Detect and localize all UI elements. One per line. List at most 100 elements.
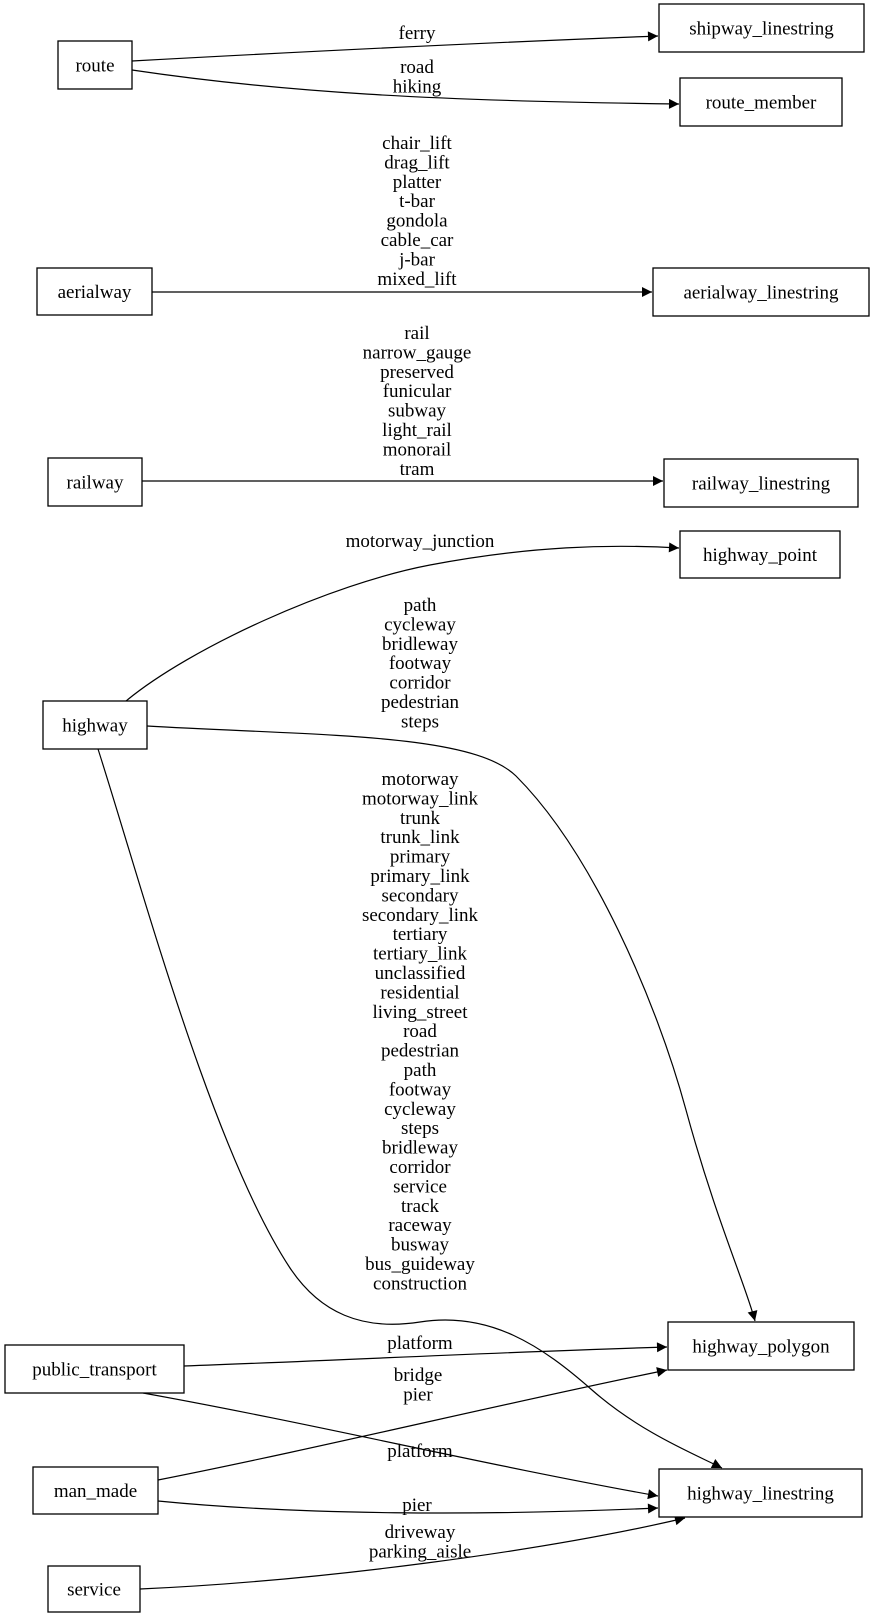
- node-box: [663, 458, 859, 508]
- edge-label-tertiary_link: tertiary_link: [373, 944, 467, 965]
- node-highway_point: highway_point: [679, 530, 841, 579]
- edge-label-service: service: [393, 1176, 447, 1197]
- edge-highway-to-highway_linestring: motorwaymotorway_linktrunktrunk_linkprim…: [97, 748, 723, 1469]
- edge-label-raceway: raceway: [388, 1215, 452, 1236]
- edge-label-pier: pier: [402, 1495, 432, 1516]
- edge-label-cycleway: cycleway: [384, 614, 456, 635]
- node-label: highway_polygon: [692, 1337, 830, 1358]
- edge-label-corridor: corridor: [389, 673, 451, 694]
- edge-label-driveway: driveway: [385, 1522, 456, 1543]
- edge-line: [131, 69, 680, 109]
- edge-label-footway: footway: [389, 653, 452, 674]
- edge-aerialway-to-aerialway_linestring: chair_liftdrag_liftplattert-bargondolaca…: [152, 133, 652, 297]
- edge-label-busway: busway: [391, 1235, 450, 1256]
- edge-label-t-bar: t-bar: [399, 191, 436, 212]
- node-box: [36, 267, 153, 316]
- edge-label-path: path: [404, 595, 437, 616]
- node-service: service: [47, 1565, 141, 1613]
- node-label: man_made: [54, 1481, 137, 1502]
- node-label: shipway_linestring: [689, 19, 834, 40]
- edge-label-secondary: secondary: [381, 885, 459, 906]
- edge-label-cycleway: cycleway: [384, 1099, 456, 1120]
- edge-label-parking_aisle: parking_aisle: [369, 1541, 471, 1562]
- node-aerialway: aerialway: [36, 267, 153, 316]
- edge-line: [157, 1500, 659, 1514]
- node-railway: railway: [47, 457, 143, 507]
- edge-label-motorway_junction: motorway_junction: [346, 531, 495, 552]
- edge-label-platform: platform: [387, 1441, 453, 1462]
- edge-label-living_street: living_street: [373, 1002, 469, 1023]
- node-box: [652, 267, 870, 317]
- edge-label-rail: rail: [404, 323, 429, 344]
- edges-layer: ferryroadhikingchair_liftdrag_liftplatte…: [97, 23, 758, 1590]
- edge-line: [131, 31, 659, 62]
- edge-man_made-to-highway_linestring: pier: [157, 1495, 659, 1516]
- edge-label-narrow_gauge: narrow_gauge: [363, 342, 472, 363]
- edge-line: [142, 1392, 659, 1500]
- node-shipway_linestring: shipway_linestring: [658, 3, 865, 53]
- node-label: aerialway_linestring: [683, 283, 839, 304]
- node-box: [57, 40, 133, 90]
- edge-label-bridleway: bridleway: [382, 1138, 458, 1159]
- edge-label-road: road: [403, 1021, 437, 1042]
- edge-label-preserved: preserved: [380, 362, 454, 383]
- edge-label-pedestrian: pedestrian: [381, 1041, 460, 1062]
- edge-label-pedestrian: pedestrian: [381, 692, 460, 713]
- node-route_member: route_member: [679, 77, 843, 127]
- edge-label-corridor: corridor: [389, 1157, 451, 1178]
- edge-label-bridleway: bridleway: [382, 634, 458, 655]
- node-label: route_member: [706, 93, 817, 114]
- nodes-layer: route shipway_linestring route_memberaeria…: [4, 3, 870, 1613]
- edge-label-residential: residential: [380, 982, 459, 1003]
- edge-line: [139, 1515, 686, 1590]
- node-box: [47, 457, 143, 507]
- edge-label-road: road: [400, 57, 434, 78]
- node-box: [4, 1344, 185, 1394]
- edge-line: [183, 1342, 668, 1367]
- edge-label-motorway: motorway: [381, 769, 459, 790]
- edge-label-primary: primary: [390, 847, 451, 868]
- edge-label-construction: construction: [373, 1273, 467, 1294]
- edge-label-primary_link: primary_link: [370, 866, 470, 887]
- node-railway_linestring: railway_linestring: [663, 458, 859, 508]
- edge-label-gondola: gondola: [386, 211, 448, 232]
- edge-label-hiking: hiking: [393, 76, 442, 97]
- edge-label-unclassified: unclassified: [375, 963, 466, 984]
- node-man_made: man_made: [32, 1466, 159, 1515]
- node-label: aerialway: [58, 282, 132, 303]
- edge-label-footway: footway: [389, 1079, 452, 1100]
- edge-label-ferry: ferry: [399, 23, 436, 44]
- node-label: railway: [67, 473, 124, 494]
- edge-label-j-bar: j-bar: [398, 249, 436, 270]
- node-highway_linestring: highway_linestring: [658, 1468, 863, 1518]
- edge-line: [146, 725, 758, 1322]
- edge-label-secondary_link: secondary_link: [362, 905, 479, 926]
- edge-label-subway: subway: [388, 401, 447, 422]
- edge-label-bus_guideway: bus_guideway: [365, 1254, 475, 1275]
- edge-highway-to-highway_polygon: pathcyclewaybridlewayfootwaycorridorpede…: [146, 595, 758, 1322]
- edge-label-trunk: trunk: [400, 808, 441, 829]
- node-box: [32, 1466, 159, 1515]
- edge-label-bridge: bridge: [394, 1365, 443, 1386]
- edge-railway-to-railway_linestring: railnarrow_gaugepreservedfunicularsubway…: [142, 323, 663, 486]
- edge-label-path: path: [404, 1060, 437, 1081]
- node-box: [658, 3, 865, 53]
- node-aerialway_linestring: aerialway_linestring: [652, 267, 870, 317]
- edge-label-motorway_link: motorway_link: [362, 788, 479, 809]
- edge-line: [97, 748, 723, 1469]
- edge-public_transport-to-highway_linestring: platform: [142, 1392, 659, 1500]
- edge-label-tertiary: tertiary: [393, 924, 448, 945]
- node-label: public_transport: [32, 1360, 157, 1381]
- node-box: [679, 530, 841, 579]
- node-highway_polygon: highway_polygon: [667, 1321, 855, 1371]
- node-label: highway_linestring: [687, 1484, 834, 1505]
- node-label: service: [67, 1580, 121, 1601]
- edge-label-track: track: [401, 1196, 439, 1217]
- edge-label-cable_car: cable_car: [381, 230, 454, 251]
- edge-label-drag_lift: drag_lift: [384, 152, 450, 173]
- node-box: [667, 1321, 855, 1371]
- node-highway: highway: [42, 700, 148, 750]
